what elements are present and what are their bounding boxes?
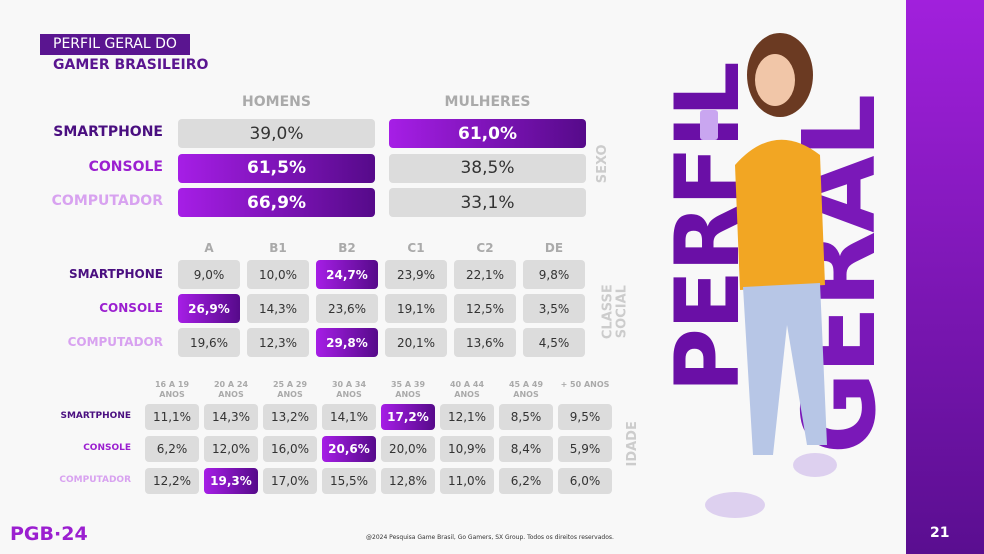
col-header: C2: [476, 241, 494, 255]
value-cell: 11,0%: [440, 468, 494, 494]
right-bar: [906, 0, 984, 554]
value-cell: 13,6%: [454, 328, 516, 357]
value-cell: 66,9%: [178, 188, 375, 217]
value-cell: 11,1%: [145, 404, 199, 430]
row-label: COMPUTADOR: [67, 334, 163, 349]
row-label: SMARTPHONE: [60, 411, 131, 422]
value-cell: 24,7%: [316, 260, 378, 289]
col-header: + 50 ANOS: [560, 380, 610, 389]
value-cell: 61,5%: [178, 153, 375, 183]
value-cell: 20,6%: [322, 436, 376, 462]
value-cell: 12,1%: [440, 404, 494, 430]
value-cell: 6,2%: [499, 468, 553, 494]
col-header: 45 A 49 ANOS: [508, 380, 544, 399]
value-cell: 14,3%: [204, 404, 258, 430]
col-header: 40 A 44 ANOS: [449, 380, 485, 399]
col-header: MULHERES: [444, 94, 531, 110]
value-cell: 12,2%: [145, 468, 199, 494]
col-header: C1: [407, 241, 425, 255]
value-cell: 38,5%: [389, 153, 586, 183]
side-label: SEXO: [595, 144, 611, 184]
side-label: IDADE: [625, 421, 641, 467]
row-label: SMARTPHONE: [53, 124, 163, 141]
value-cell: 12,3%: [247, 328, 309, 357]
value-cell: 20,1%: [385, 328, 447, 357]
value-cell: 10,0%: [247, 260, 309, 289]
page-number: 21: [930, 525, 950, 541]
value-cell: 12,0%: [204, 436, 258, 462]
col-header: 35 A 39 ANOS: [390, 380, 426, 399]
value-cell: 4,5%: [523, 328, 585, 357]
col-header: 25 A 29 ANOS: [272, 380, 308, 399]
value-cell: 15,5%: [322, 468, 376, 494]
value-cell: 12,8%: [381, 468, 435, 494]
value-cell: 9,8%: [523, 260, 585, 289]
value-cell: 13,2%: [263, 404, 317, 430]
row-label: COMPUTADOR: [51, 193, 163, 210]
value-cell: 8,4%: [499, 436, 553, 462]
col-header: HOMENS: [242, 94, 311, 110]
value-cell: 14,3%: [247, 294, 309, 323]
value-cell: 10,9%: [440, 436, 494, 462]
value-cell: 9,0%: [178, 260, 240, 289]
value-cell: 19,1%: [385, 294, 447, 323]
value-cell: 17,2%: [381, 404, 435, 430]
row-label: SMARTPHONE: [68, 266, 163, 281]
value-cell: 23,6%: [316, 294, 378, 323]
value-cell: 39,0%: [178, 119, 375, 148]
value-cell: 14,1%: [322, 404, 376, 430]
value-cell: 6,2%: [145, 436, 199, 462]
col-header: B1: [269, 241, 287, 255]
value-cell: 20,0%: [381, 436, 435, 462]
value-cell: 22,1%: [454, 260, 516, 289]
copyright: @2024 Pesquisa Game Brasil, Go Gamers, S…: [366, 534, 614, 541]
col-header: DE: [544, 241, 564, 255]
pgb-logo: PGB·24: [10, 523, 88, 545]
value-cell: 16,0%: [263, 436, 317, 462]
col-header: B2: [338, 241, 356, 255]
value-cell: 29,8%: [316, 328, 378, 357]
photo-woman: [695, 25, 855, 530]
value-cell: 33,1%: [389, 188, 586, 217]
col-header: 30 A 34 ANOS: [331, 380, 367, 399]
col-header: 20 A 24 ANOS: [213, 380, 249, 399]
value-cell: 23,9%: [385, 260, 447, 289]
value-cell: 17,0%: [263, 468, 317, 494]
title-line1: PERFIL GERAL DO: [53, 36, 177, 52]
value-cell: 5,9%: [558, 436, 612, 462]
value-cell: 19,3%: [204, 468, 258, 494]
row-label: COMPUTADOR: [59, 475, 131, 486]
value-cell: 26,9%: [178, 294, 240, 323]
col-header: 16 A 19 ANOS: [154, 380, 190, 399]
title-box: [40, 34, 190, 55]
row-label: CONSOLE: [99, 300, 163, 315]
row-label: CONSOLE: [88, 158, 163, 175]
value-cell: 6,0%: [558, 468, 612, 494]
title-line2: GAMER BRASILEIRO: [53, 57, 209, 73]
row-label: CONSOLE: [83, 443, 131, 454]
side-label: CLASSE SOCIAL: [600, 284, 629, 340]
value-cell: 61,0%: [389, 119, 586, 148]
col-header: A: [204, 241, 214, 255]
value-cell: 19,6%: [178, 328, 240, 357]
value-cell: 12,5%: [454, 294, 516, 323]
value-cell: 9,5%: [558, 404, 612, 430]
value-cell: 3,5%: [523, 294, 585, 323]
value-cell: 8,5%: [499, 404, 553, 430]
